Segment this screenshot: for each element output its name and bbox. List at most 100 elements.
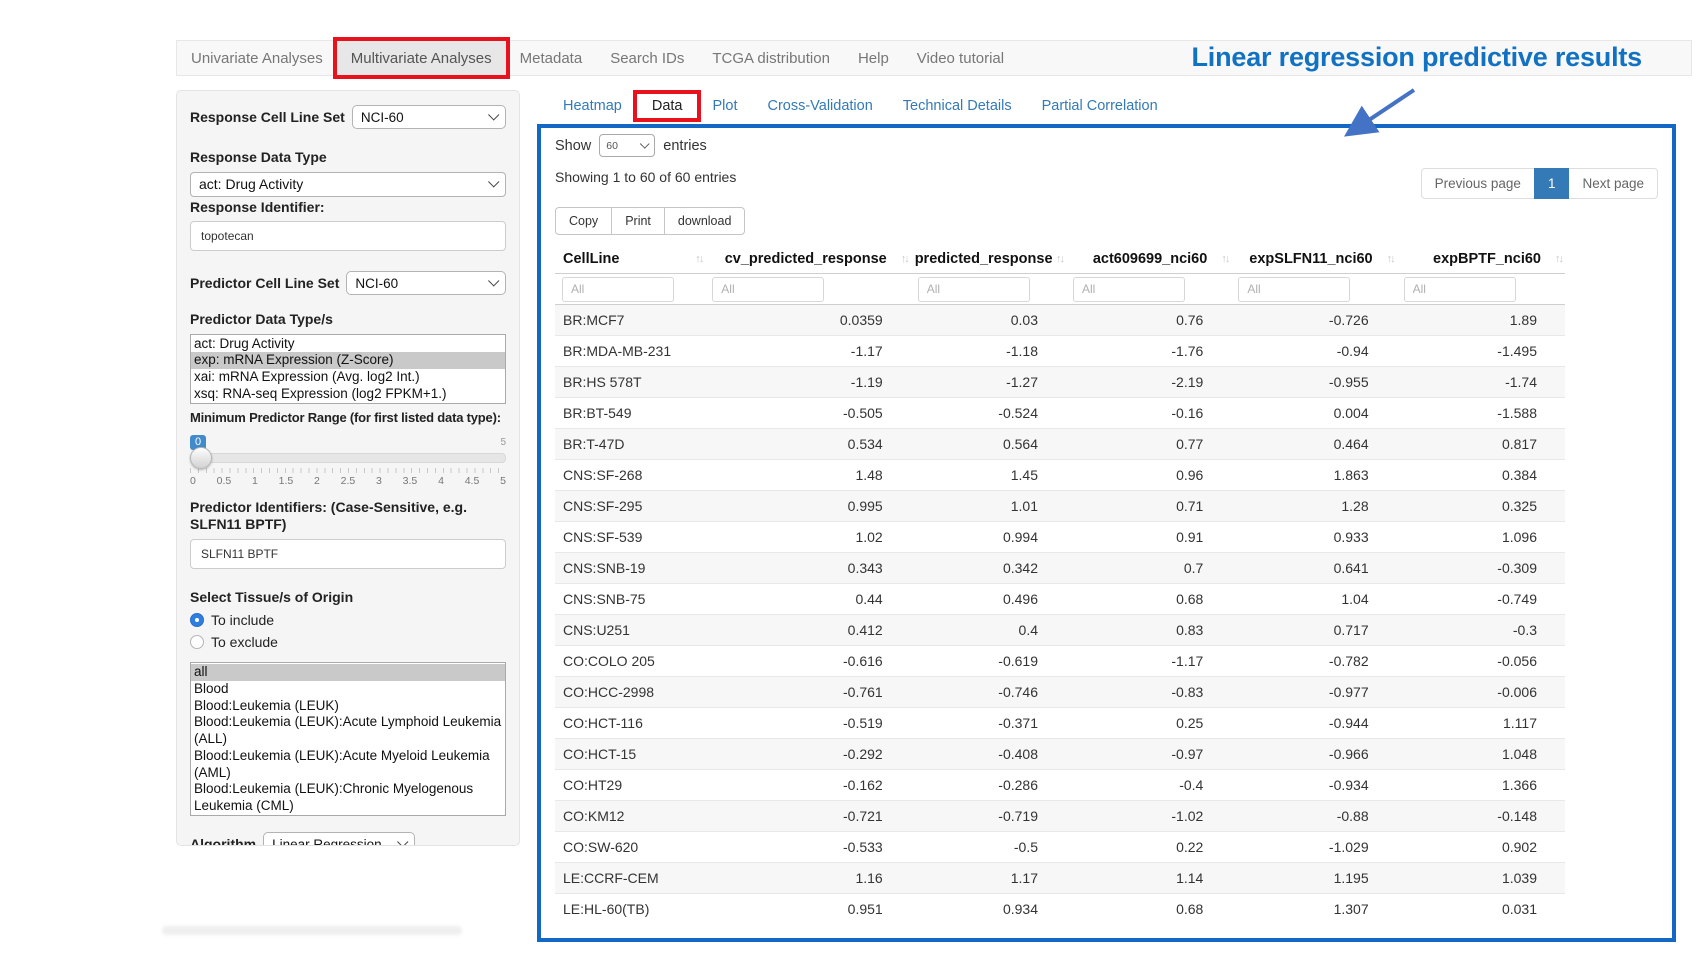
print-button[interactable]: Print [611, 207, 665, 235]
response-data-type-select[interactable]: act: Drug Activity [190, 171, 506, 197]
predictor-data-type-list[interactable]: act: Drug Activity exp: mRNA Expression (… [190, 333, 506, 405]
predictor-type-option-exp-mrna-expression-z-score[interactable]: exp: mRNA Expression (Z-Score) [191, 352, 505, 369]
value-cell: 1.039 [1396, 862, 1565, 894]
value-cell: -0.371 [910, 707, 1066, 739]
response-cell-line-set-select[interactable]: NCI-60 [351, 105, 506, 129]
value-cell: 0.641 [1231, 552, 1397, 584]
filter-input-act609699-nci60[interactable] [1073, 276, 1185, 302]
value-cell: 1.45 [910, 459, 1066, 491]
value-cell: 0.902 [1396, 831, 1565, 863]
tissue-option-blood-leukemia-leuk[interactable]: Blood:Leukemia (LEUK) [194, 697, 339, 713]
sort-icon: ↑↓ [1555, 253, 1564, 265]
column-header-expslfn11-nci60[interactable]: expSLFN11_nci60 ↑↓ [1231, 245, 1397, 274]
column-header-expbptf-nci60[interactable]: expBPTF_nci60 ↑↓ [1396, 245, 1565, 274]
slider-handle[interactable] [190, 446, 212, 469]
radio-to-include[interactable]: To include [190, 612, 506, 628]
algorithm-select[interactable]: Linear Regression [263, 832, 416, 845]
predictor-type-option-xsq-rna-seq-expression-log2-fpkm-1[interactable]: xsq: RNA-seq Expression (log2 FPKM+1.) [194, 385, 447, 401]
tissue-option-blood-leukemia-leuk-chronic-myelogenous-leukemia-cml[interactable]: Blood:Leukemia (LEUK):Chronic Myelogenou… [194, 781, 474, 814]
tab-heatmap[interactable]: Heatmap [563, 98, 622, 114]
value-cell: 1.863 [1231, 459, 1397, 491]
value-cell: -0.286 [910, 769, 1066, 801]
value-cell: -0.944 [1231, 707, 1397, 739]
tab-partial-correlation[interactable]: Partial Correlation [1041, 98, 1158, 114]
slider-tick-label: 2 [314, 474, 320, 487]
value-cell: 0.934 [910, 893, 1066, 924]
tissue-list[interactable]: all Blood Blood:Leukemia (LEUK) Blood:Leuke… [190, 662, 506, 817]
copy-button[interactable]: Copy [555, 207, 613, 235]
column-header-predicted-response[interactable]: predicted_response ↑↓ [910, 245, 1066, 274]
value-cell: 0.68 [1066, 583, 1232, 615]
download-button[interactable]: download [663, 207, 746, 235]
slider-track[interactable] [190, 446, 506, 469]
tab-cross-validation[interactable]: Cross-Validation [767, 98, 873, 114]
page-1-button[interactable]: 1 [1533, 168, 1570, 199]
nav-item-tcga-distribution[interactable]: TCGA distribution [712, 49, 830, 67]
chevron-down-icon [397, 836, 409, 845]
sort-icon: ↑↓ [1386, 253, 1396, 265]
radio-to-exclude[interactable]: To exclude [190, 634, 506, 650]
page-length-select[interactable]: 60 [599, 134, 656, 157]
value-cell: 0.0359 [705, 304, 911, 336]
top-navbar: Univariate Analyses Multivariate Analyses… [176, 37, 1692, 79]
nav-item-metadata[interactable]: Metadata [519, 49, 583, 67]
cell-line-cell: CO:HCC-2998 [555, 676, 706, 708]
slider-tick-label: 1.5 [278, 474, 294, 487]
tissue-option-blood[interactable]: Blood [194, 680, 229, 696]
value-cell: -0.955 [1231, 366, 1397, 398]
value-cell: 1.366 [1396, 769, 1565, 801]
filter-input-expslfn11-nci60[interactable] [1238, 276, 1351, 302]
nav-item-help[interactable]: Help [857, 49, 889, 67]
value-cell: -0.524 [910, 397, 1066, 429]
tissue-origin-label: Select Tissue/s of Origin [190, 588, 354, 605]
tissue-option-blood-leukemia-leuk-acute-lymphoid-leukemia-all[interactable]: Blood:Leukemia (LEUK):Acute Lymphoid Leu… [194, 714, 502, 747]
tissue-option-all[interactable]: all [191, 664, 505, 681]
slider-tick-label: 0.5 [216, 474, 232, 487]
previous-page-button[interactable]: Previous page [1420, 168, 1535, 199]
filter-input-cellline[interactable] [562, 276, 674, 302]
response-identifier-input[interactable]: topotecan [190, 221, 506, 251]
response-data-type-value: act: Drug Activity [199, 176, 304, 192]
filter-input-predicted-response[interactable] [917, 276, 1030, 302]
value-cell: -0.782 [1231, 645, 1397, 677]
value-cell: -0.749 [1396, 583, 1565, 615]
tab-data[interactable]: Data [632, 90, 702, 122]
value-cell: 0.534 [705, 428, 911, 460]
slider-tick-label: 0 [190, 474, 196, 487]
data-table: CellLine ↑↓ cv_predicted_response ↑↓ predict… [555, 245, 1565, 924]
next-page-button[interactable]: Next page [1568, 168, 1658, 199]
predictor-cell-line-set-select[interactable]: NCI-60 [346, 271, 506, 295]
nav-item-video-tutorial[interactable]: Video tutorial [916, 49, 1005, 67]
predictor-type-option-xai-mrna-expression-avg-log2-int[interactable]: xai: mRNA Expression (Avg. log2 Int.) [194, 368, 420, 384]
cell-line-cell: CO:COLO 205 [555, 645, 706, 677]
column-header-cellline[interactable]: CellLine ↑↓ [555, 245, 706, 274]
value-cell: 1.28 [1231, 490, 1397, 522]
table-row: LE:HL-60(TB) 0.951 0.934 0.68 1.307 0.031 [555, 893, 1565, 924]
chevron-down-icon [488, 176, 500, 188]
slider-tick-label: 3.5 [402, 474, 418, 487]
nav-item-search-ids[interactable]: Search IDs [610, 49, 685, 67]
value-cell: -0.83 [1066, 676, 1232, 708]
cell-line-cell: CNS:SNB-19 [555, 552, 706, 584]
value-cell: 1.16 [705, 862, 911, 894]
algorithm-label: Algorithm [190, 836, 257, 846]
filter-input-expbptf-nci60[interactable] [1403, 276, 1516, 302]
cell-line-cell: BR:HS 578T [555, 366, 706, 398]
column-header-act609699-nci60[interactable]: act609699_nci60 ↑↓ [1066, 245, 1232, 274]
value-cell: 0.564 [910, 428, 1066, 460]
predictor-type-option-act-drug-activity[interactable]: act: Drug Activity [194, 335, 295, 351]
predictor-identifiers-input[interactable]: SLFN11 BPTF [190, 538, 506, 569]
table-row: BR:T-47D 0.534 0.564 0.77 0.464 0.817 [555, 428, 1565, 460]
column-header-cv-predicted-response[interactable]: cv_predicted_response ↑↓ [705, 245, 911, 274]
table-row: CO:HCC-2998 -0.761 -0.746 -0.83 -0.977 -0.006 [555, 676, 1565, 708]
tab-technical-details[interactable]: Technical Details [902, 98, 1012, 114]
cell-line-cell: BR:BT-549 [555, 397, 706, 429]
value-cell: 0.384 [1396, 459, 1565, 491]
tissue-option-blood-leukemia-leuk-acute-myeloid-leukemia-aml[interactable]: Blood:Leukemia (LEUK):Acute Myeloid Leuk… [194, 747, 490, 780]
filter-input-cv-predicted-response[interactable] [712, 276, 825, 302]
response-identifier-label: Response Identifier: [190, 198, 325, 215]
nav-item-univariate-analyses[interactable]: Univariate Analyses [191, 49, 323, 67]
nav-item-multivariate-analyses[interactable]: Multivariate Analyses [332, 37, 510, 79]
tab-plot[interactable]: Plot [712, 98, 738, 114]
chevron-down-icon [488, 109, 500, 121]
